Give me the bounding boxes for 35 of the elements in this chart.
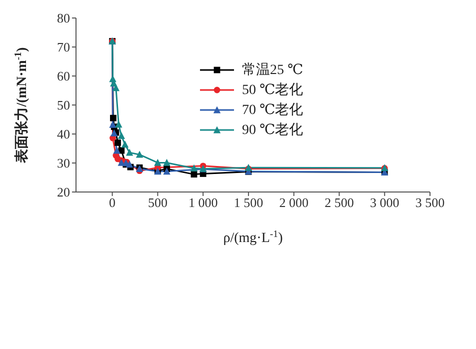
y-tick-label: 40: [57, 126, 70, 142]
legend-label: 90 ℃老化: [242, 122, 304, 139]
x-tick-label: 2 000: [279, 195, 308, 210]
y-tick-label: 50: [57, 98, 70, 113]
point: [113, 146, 120, 154]
x-axis-title: ρ/(mg·L$^{-1}$): [223, 228, 284, 246]
y-tick-label: 70: [57, 40, 70, 55]
legend-label: 50 ℃老化: [242, 82, 304, 99]
point: [109, 120, 116, 128]
y-tick-label: 30: [57, 156, 70, 171]
point: [118, 132, 125, 139]
legend-label: 70 ℃老化: [242, 102, 304, 119]
point: [126, 148, 134, 156]
point: [163, 168, 170, 175]
x-tick-label: 500: [148, 195, 168, 210]
x-tick-label: 1 500: [234, 195, 264, 210]
y-tick-label: 60: [57, 68, 70, 84]
point: [112, 84, 120, 92]
y-tick-label: 80: [57, 10, 70, 26]
point: [163, 158, 170, 166]
point: [121, 140, 129, 148]
legend-label: 常温25 ℃: [242, 62, 304, 79]
point: [110, 114, 116, 122]
x-tick-label: 3 000: [370, 195, 400, 210]
point: [154, 158, 162, 166]
point: [114, 140, 121, 146]
x-tick-label: 0: [109, 195, 116, 210]
x-tick-label: 1 000: [188, 195, 218, 210]
point: [126, 160, 134, 168]
x-tick-label: 3 500: [415, 195, 445, 210]
point: [115, 120, 122, 128]
y-tick-label: 20: [57, 184, 70, 200]
point: [190, 164, 198, 172]
x-tick-label: 2 500: [324, 195, 354, 210]
point: [136, 150, 144, 158]
